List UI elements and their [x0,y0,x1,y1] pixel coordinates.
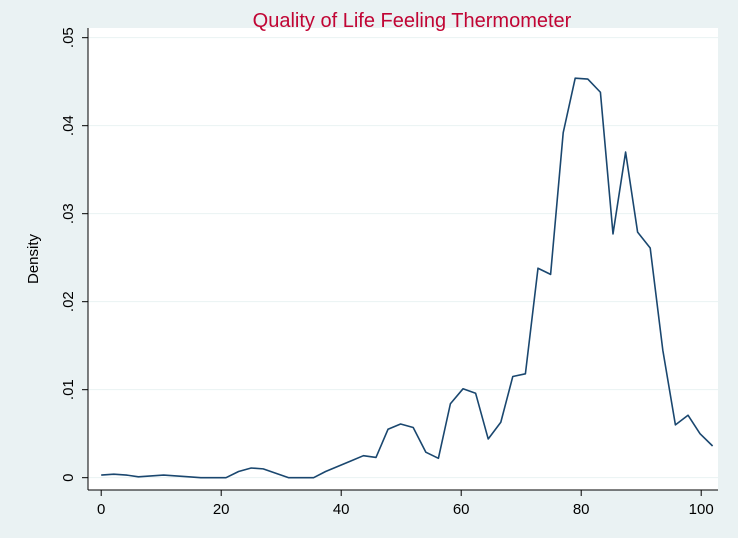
x-tick-label: 40 [333,501,350,518]
y-tick-label: .05 [60,27,77,48]
x-tick-label: 80 [573,501,590,518]
x-tick-label: 0 [97,501,105,518]
y-tick-label: .02 [60,291,77,312]
y-tick-label: .04 [60,115,77,136]
plot-area [88,28,718,490]
y-tick-label: .01 [60,379,77,400]
x-tick-label: 60 [453,501,470,518]
line-series [101,77,714,479]
x-tick-label: 20 [213,501,230,518]
y-tick-label: .03 [60,203,77,224]
y-tick-label: 0 [60,474,77,482]
x-tick-label: 100 [689,501,714,518]
chart-title: Quality of Life Feeling Thermometer [253,10,572,32]
y-axis-label: Density [25,233,42,284]
